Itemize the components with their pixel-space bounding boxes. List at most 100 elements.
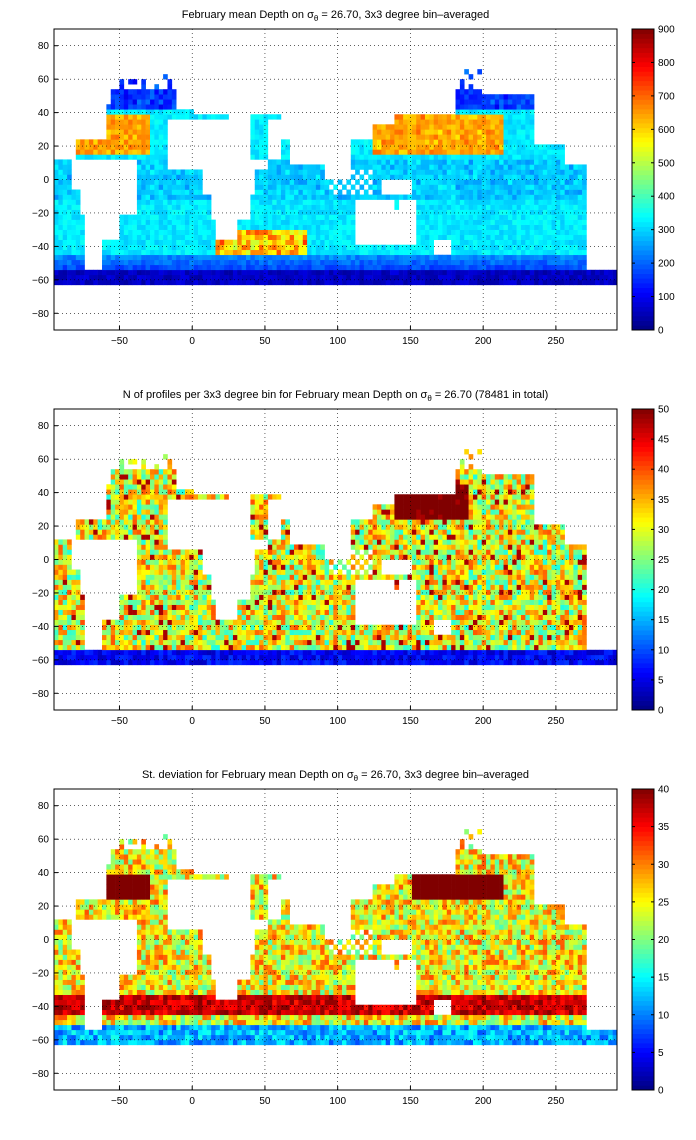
heatmap-cell xyxy=(259,614,264,620)
heatmap-cell xyxy=(342,609,347,615)
heatmap-cell xyxy=(494,224,500,230)
heatmap-cell xyxy=(542,154,548,160)
heatmap-cell xyxy=(529,179,535,185)
heatmap-cell xyxy=(102,644,107,651)
heatmap-cell xyxy=(128,479,133,485)
heatmap-cell xyxy=(547,199,552,205)
heatmap-cell xyxy=(342,589,347,595)
heatmap-cell xyxy=(324,224,330,230)
heatmap-cell xyxy=(132,474,138,480)
heatmap-cell xyxy=(110,529,116,535)
heatmap-cell xyxy=(250,229,256,235)
heatmap-cell xyxy=(298,264,304,271)
heatmap-cell xyxy=(516,279,522,286)
heatmap-cell xyxy=(499,234,504,240)
colorbar-segment xyxy=(632,94,654,100)
heatmap-cell xyxy=(145,149,151,155)
heatmap-cell xyxy=(342,274,347,281)
heatmap-cell xyxy=(141,464,146,470)
heatmap-cell xyxy=(263,624,269,631)
heatmap-cell xyxy=(119,659,125,666)
heatmap-cell xyxy=(154,249,160,256)
heatmap-cell xyxy=(560,154,565,160)
heatmap-cell xyxy=(250,659,256,666)
heatmap-cell xyxy=(403,254,408,261)
heatmap-cell xyxy=(154,144,160,150)
heatmap-cell xyxy=(136,614,142,620)
heatmap-cell xyxy=(250,119,256,125)
heatmap-cell xyxy=(490,204,496,210)
heatmap-cell xyxy=(385,244,391,251)
heatmap-cell xyxy=(346,599,352,605)
heatmap-cell xyxy=(106,524,112,530)
heatmap-cell xyxy=(582,209,587,215)
heatmap-cell xyxy=(180,239,186,246)
heatmap-cell xyxy=(259,194,264,200)
heatmap-cell xyxy=(547,189,552,195)
heatmap-cell xyxy=(516,119,522,125)
heatmap-cell xyxy=(141,609,146,615)
heatmap-cell xyxy=(237,624,242,631)
heatmap-cell xyxy=(276,209,282,215)
heatmap-cell xyxy=(438,174,443,180)
heatmap-cell xyxy=(141,279,146,286)
heatmap-cell xyxy=(254,529,260,535)
heatmap-cell xyxy=(455,124,461,130)
heatmap-cell xyxy=(416,199,421,205)
heatmap-cell xyxy=(202,589,208,595)
heatmap-cell xyxy=(259,659,264,666)
heatmap-cell xyxy=(184,624,190,631)
heatmap-cell xyxy=(520,269,526,276)
heatmap-cell xyxy=(429,124,434,130)
heatmap-cell xyxy=(394,119,400,125)
heatmap-cell xyxy=(289,569,295,575)
heatmap-cell xyxy=(372,184,378,190)
heatmap-cell xyxy=(110,629,116,636)
heatmap-cell xyxy=(333,199,338,205)
heatmap-cell xyxy=(158,134,164,140)
heatmap-cell xyxy=(376,134,382,140)
heatmap-cell xyxy=(298,604,304,610)
heatmap-cell xyxy=(577,204,583,210)
heatmap-cell xyxy=(472,114,478,120)
heatmap-cell xyxy=(267,609,273,615)
heatmap-cell xyxy=(315,634,321,641)
heatmap-cell xyxy=(145,179,151,185)
heatmap-cell xyxy=(486,149,491,155)
heatmap-cell xyxy=(481,169,487,175)
heatmap-cell xyxy=(136,94,142,100)
heatmap-cell xyxy=(529,99,535,105)
heatmap-cell xyxy=(276,629,282,636)
heatmap-cell xyxy=(560,169,565,175)
heatmap-cell xyxy=(555,174,561,180)
heatmap-cell xyxy=(145,259,151,266)
heatmap-cell xyxy=(420,114,426,120)
heatmap-cell xyxy=(193,649,199,656)
heatmap-cell xyxy=(150,604,155,610)
heatmap-cell xyxy=(551,159,557,165)
heatmap-cell xyxy=(58,229,64,235)
heatmap-cell xyxy=(267,539,273,545)
heatmap-cell xyxy=(525,209,531,215)
heatmap-cell xyxy=(128,104,133,110)
heatmap-cell xyxy=(259,609,264,615)
heatmap-cell xyxy=(237,249,242,256)
heatmap-cell xyxy=(481,184,487,190)
heatmap-cell xyxy=(451,269,456,276)
heatmap-cell xyxy=(110,649,116,656)
heatmap-cell xyxy=(110,644,116,651)
heatmap-cell xyxy=(246,269,251,276)
heatmap-cell xyxy=(193,224,199,230)
heatmap-cell xyxy=(538,154,544,160)
heatmap-cell xyxy=(67,644,72,651)
heatmap-cell xyxy=(272,609,277,615)
heatmap-cell xyxy=(451,169,456,175)
heatmap-cell xyxy=(115,624,120,631)
heatmap-cell xyxy=(132,124,138,130)
heatmap-cell xyxy=(468,269,474,276)
heatmap-cell xyxy=(468,99,474,105)
heatmap-cell xyxy=(346,244,352,251)
heatmap-cell xyxy=(259,229,264,235)
heatmap-cell xyxy=(464,209,469,215)
heatmap-cell xyxy=(171,619,177,626)
